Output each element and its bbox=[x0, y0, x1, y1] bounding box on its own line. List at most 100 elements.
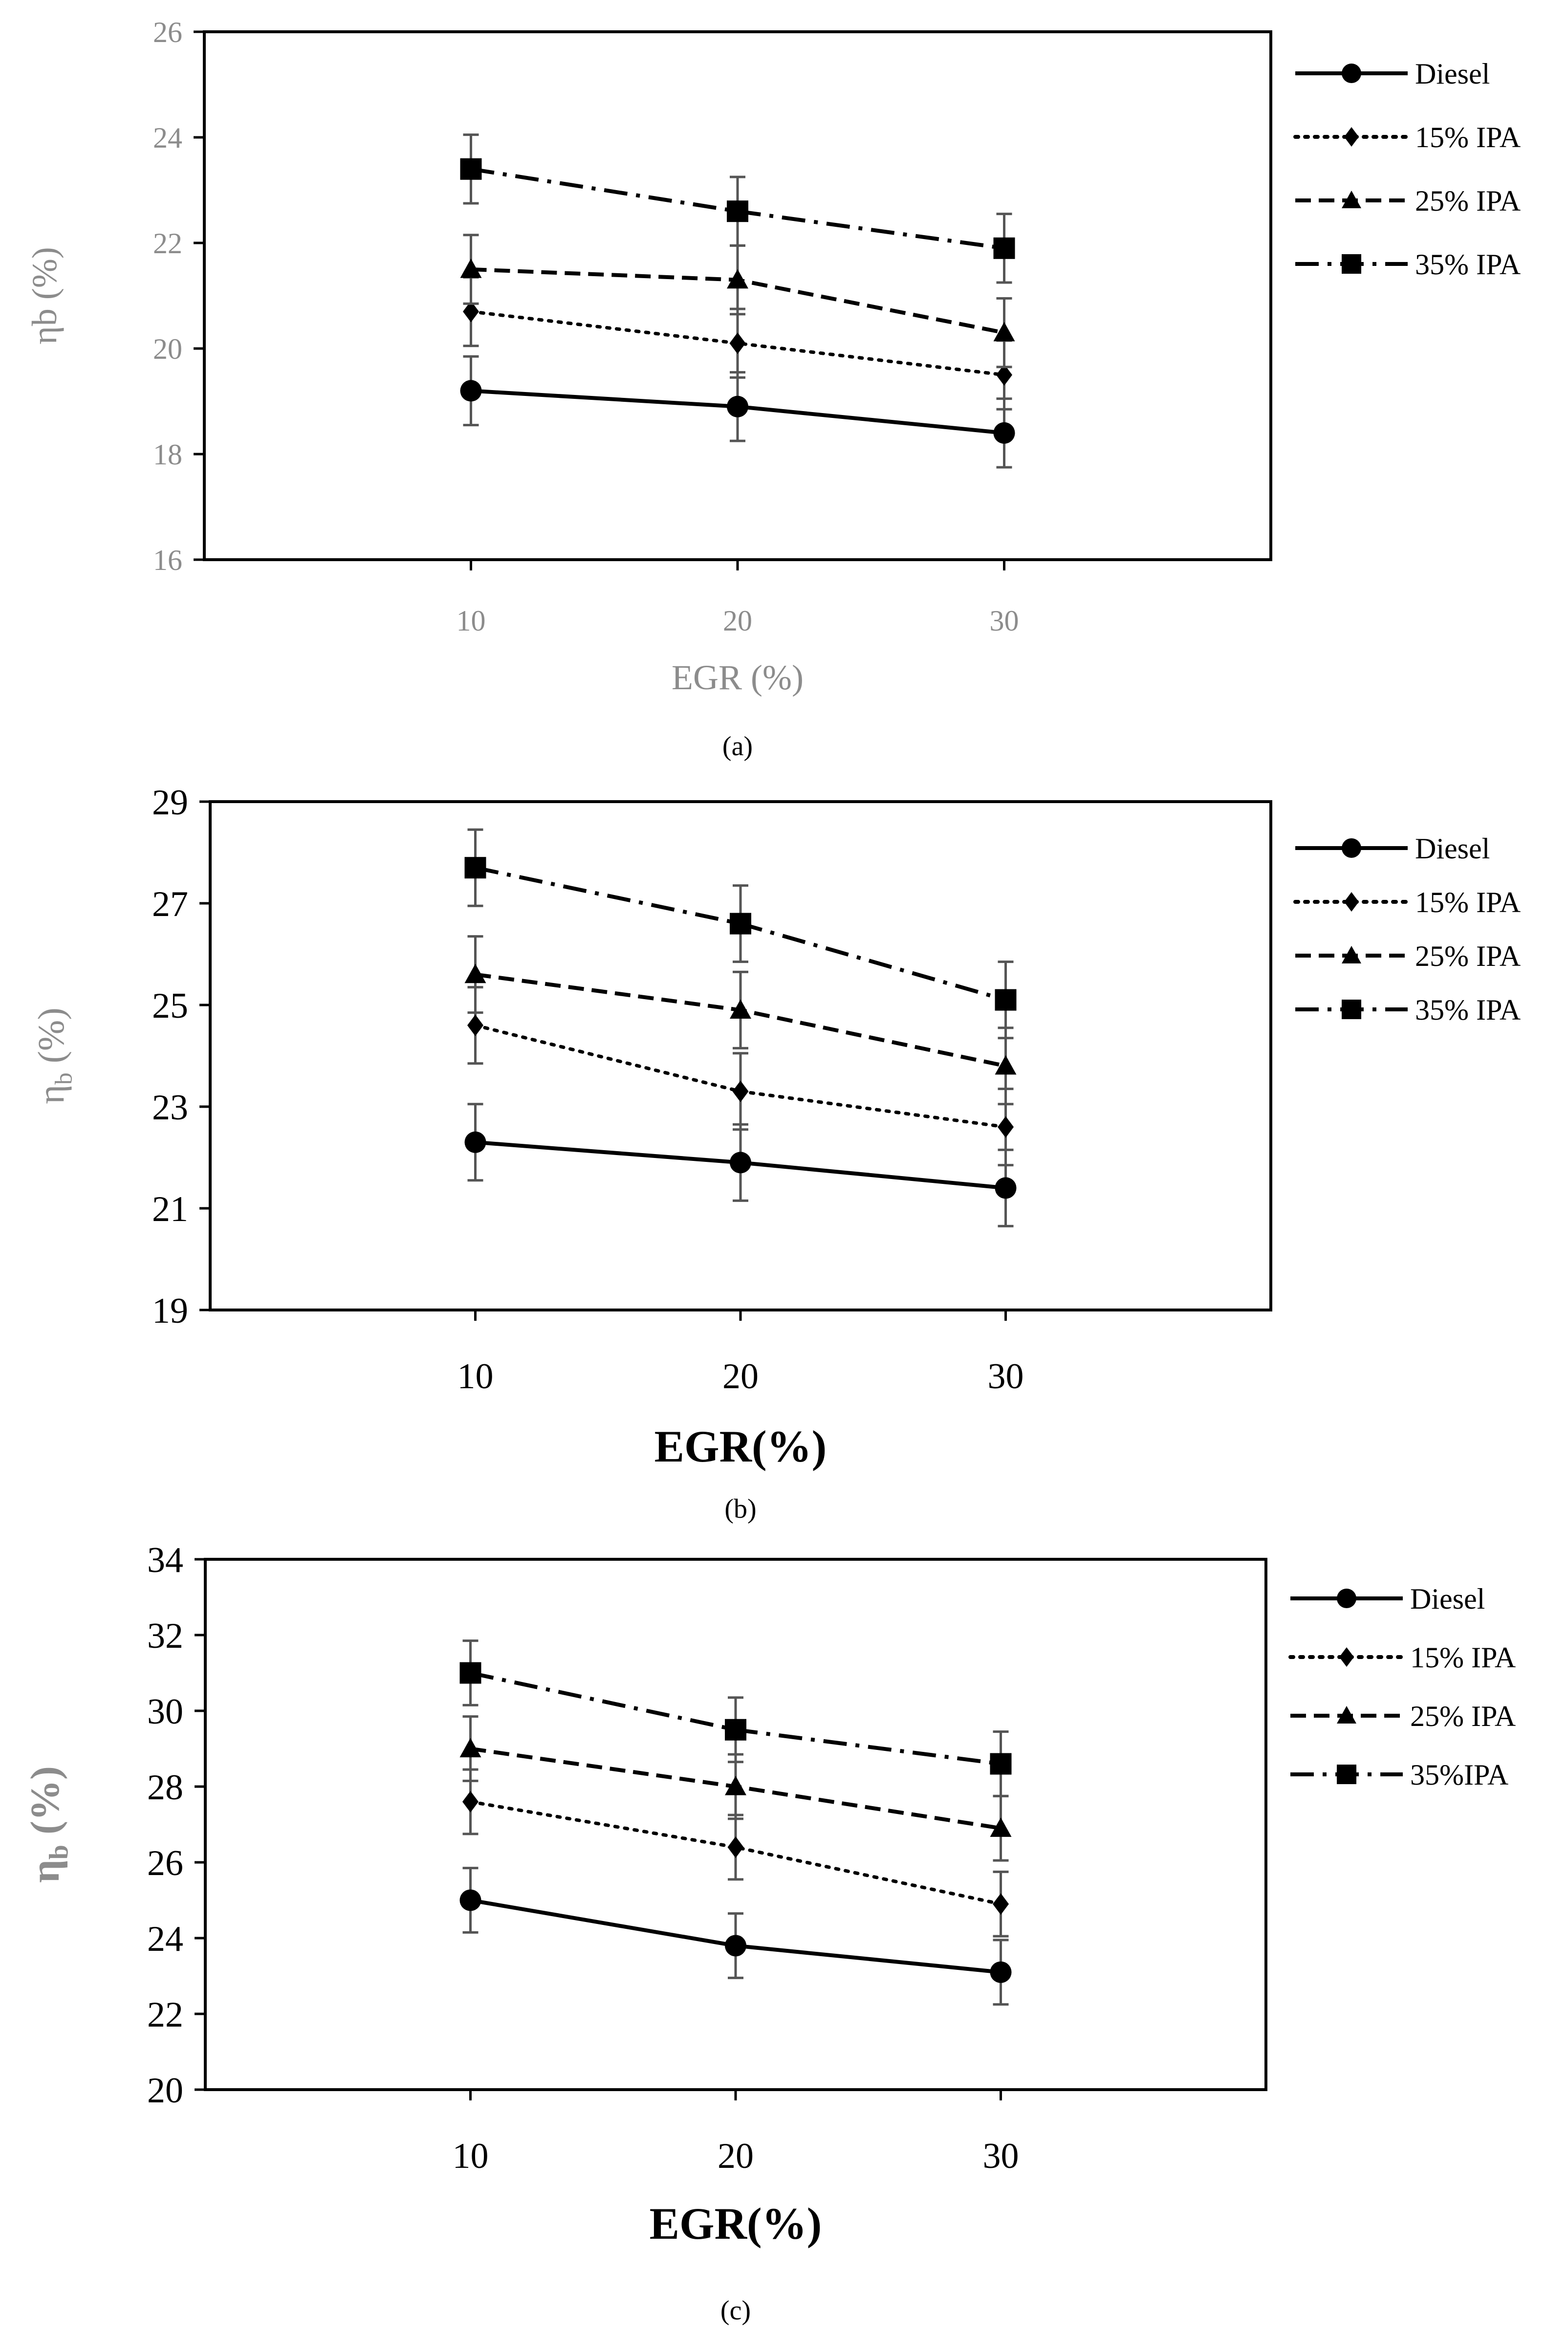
data-point bbox=[993, 237, 1015, 259]
y-tick-label: 19 bbox=[152, 1291, 188, 1331]
data-point bbox=[727, 200, 748, 222]
legend-label: 25% IPA bbox=[1410, 1700, 1516, 1732]
x-axis-label: EGR(%) bbox=[654, 1421, 827, 1471]
series-25-ipa bbox=[459, 1715, 1012, 1862]
y-tick-label: 18 bbox=[153, 438, 182, 471]
data-point bbox=[729, 332, 746, 354]
y-tick-label: 25 bbox=[152, 986, 188, 1026]
series-diesel bbox=[460, 355, 1015, 469]
x-tick-label: 30 bbox=[990, 605, 1019, 637]
legend-item: 35% IPA bbox=[1295, 248, 1521, 281]
legend-label: 35% IPA bbox=[1415, 248, 1521, 281]
series-35-ipa bbox=[464, 828, 1017, 1040]
data-point bbox=[990, 1753, 1012, 1775]
data-point bbox=[993, 322, 1015, 342]
chart-panel-3: 20 22 24 26 28 30 32 34 10 20 30 EGR(%) ηb (%) Diesel… bbox=[22, 1540, 1516, 2326]
legend-label: 25% IPA bbox=[1415, 940, 1521, 972]
series-25-ipa bbox=[460, 234, 1015, 369]
legend-marker bbox=[1342, 1000, 1361, 1019]
y-tick-label: 20 bbox=[147, 2071, 183, 2111]
data-point bbox=[727, 269, 748, 289]
legend-marker bbox=[1342, 946, 1361, 963]
chart-panel-2: 19 21 23 25 27 29 10 20 30 EGR(%) ηb (%) Diesel 15% … bbox=[31, 783, 1521, 1524]
data-point bbox=[464, 1131, 486, 1153]
legend-marker bbox=[1337, 1589, 1356, 1608]
y-tick-label: 22 bbox=[147, 1995, 183, 2035]
legend-item: Diesel bbox=[1295, 832, 1490, 865]
data-point bbox=[995, 1177, 1017, 1199]
data-point bbox=[459, 1662, 481, 1684]
legend-marker bbox=[1337, 1765, 1356, 1784]
x-tick-label: 10 bbox=[457, 1356, 494, 1397]
legend-item: 15% IPA bbox=[1288, 1641, 1516, 1674]
series-35-ipa bbox=[460, 133, 1015, 284]
legend-item: 25% IPA bbox=[1290, 1700, 1516, 1732]
y-tick-label: 32 bbox=[147, 1616, 183, 1656]
series-line bbox=[469, 1800, 1002, 1906]
data-point bbox=[464, 963, 486, 983]
legend-marker bbox=[1342, 64, 1361, 83]
series-35-ipa bbox=[459, 1639, 1012, 1797]
legend-label: 25% IPA bbox=[1415, 185, 1521, 217]
x-axis-label: EGR (%) bbox=[672, 658, 804, 697]
data-point bbox=[725, 1935, 746, 1957]
legend-label: Diesel bbox=[1415, 58, 1490, 90]
y-axis-label: ηb (%) bbox=[31, 1007, 77, 1104]
data-point bbox=[725, 1719, 746, 1741]
legend-item: 15% IPA bbox=[1293, 886, 1521, 918]
legend-item: 25% IPA bbox=[1295, 185, 1521, 217]
data-point bbox=[995, 1055, 1017, 1075]
data-point bbox=[732, 1080, 749, 1102]
y-tick-label: 22 bbox=[153, 227, 182, 260]
series-diesel bbox=[464, 1103, 1017, 1227]
data-point bbox=[996, 364, 1012, 386]
legend-item: Diesel bbox=[1290, 1583, 1485, 1615]
series-25-ipa bbox=[464, 935, 1017, 1106]
legend-marker bbox=[1339, 1647, 1354, 1667]
y-tick-label: 24 bbox=[153, 122, 182, 154]
y-axis-label: ηb (%) bbox=[25, 247, 64, 345]
y-tick-label: 29 bbox=[152, 783, 188, 823]
x-tick-label: 20 bbox=[718, 2136, 754, 2176]
data-point bbox=[990, 1817, 1012, 1837]
chart-panel-1: 16 18 20 22 24 26 10 20 30 EGR (%) ηb (%) Diesel 15%… bbox=[25, 16, 1521, 762]
y-tick-label: 24 bbox=[147, 1919, 183, 1959]
data-point bbox=[463, 301, 479, 323]
panel-caption: (c) bbox=[720, 2295, 751, 2326]
legend-marker bbox=[1344, 127, 1359, 147]
y-tick-label: 28 bbox=[147, 1768, 183, 1808]
data-point bbox=[460, 158, 482, 180]
data-point bbox=[727, 395, 748, 417]
data-point bbox=[730, 1152, 751, 1174]
data-point bbox=[730, 999, 751, 1019]
data-point bbox=[990, 1961, 1012, 1983]
x-tick-label: 30 bbox=[988, 1356, 1024, 1397]
y-tick-label: 23 bbox=[152, 1088, 188, 1128]
legend-label: 35% IPA bbox=[1415, 994, 1521, 1026]
data-point bbox=[993, 422, 1015, 444]
y-tick-label: 21 bbox=[152, 1189, 188, 1229]
data-point bbox=[995, 989, 1017, 1011]
x-tick-label: 20 bbox=[723, 605, 752, 637]
x-tick-label: 30 bbox=[983, 2136, 1019, 2176]
legend-label: 15% IPA bbox=[1410, 1641, 1516, 1674]
legend-item: 25% IPA bbox=[1295, 940, 1521, 972]
series-15-ipa bbox=[467, 986, 1014, 1167]
panel-caption: (a) bbox=[722, 731, 753, 762]
legend-item: 15% IPA bbox=[1293, 121, 1521, 153]
data-point bbox=[998, 1116, 1014, 1138]
series-diesel bbox=[459, 1867, 1012, 2006]
y-axis-label: ηb (%) bbox=[22, 1766, 73, 1883]
x-tick-label: 10 bbox=[453, 2136, 489, 2176]
y-tick-label: 16 bbox=[153, 544, 182, 576]
data-point bbox=[462, 1791, 479, 1812]
legend-marker bbox=[1344, 892, 1359, 912]
data-point bbox=[459, 1889, 481, 1911]
x-tick-label: 10 bbox=[457, 605, 486, 637]
legend-label: Diesel bbox=[1415, 832, 1490, 865]
data-point bbox=[464, 857, 486, 879]
data-point bbox=[725, 1776, 746, 1795]
legend-item: 35%IPA bbox=[1290, 1759, 1508, 1791]
legend-marker bbox=[1342, 838, 1361, 858]
